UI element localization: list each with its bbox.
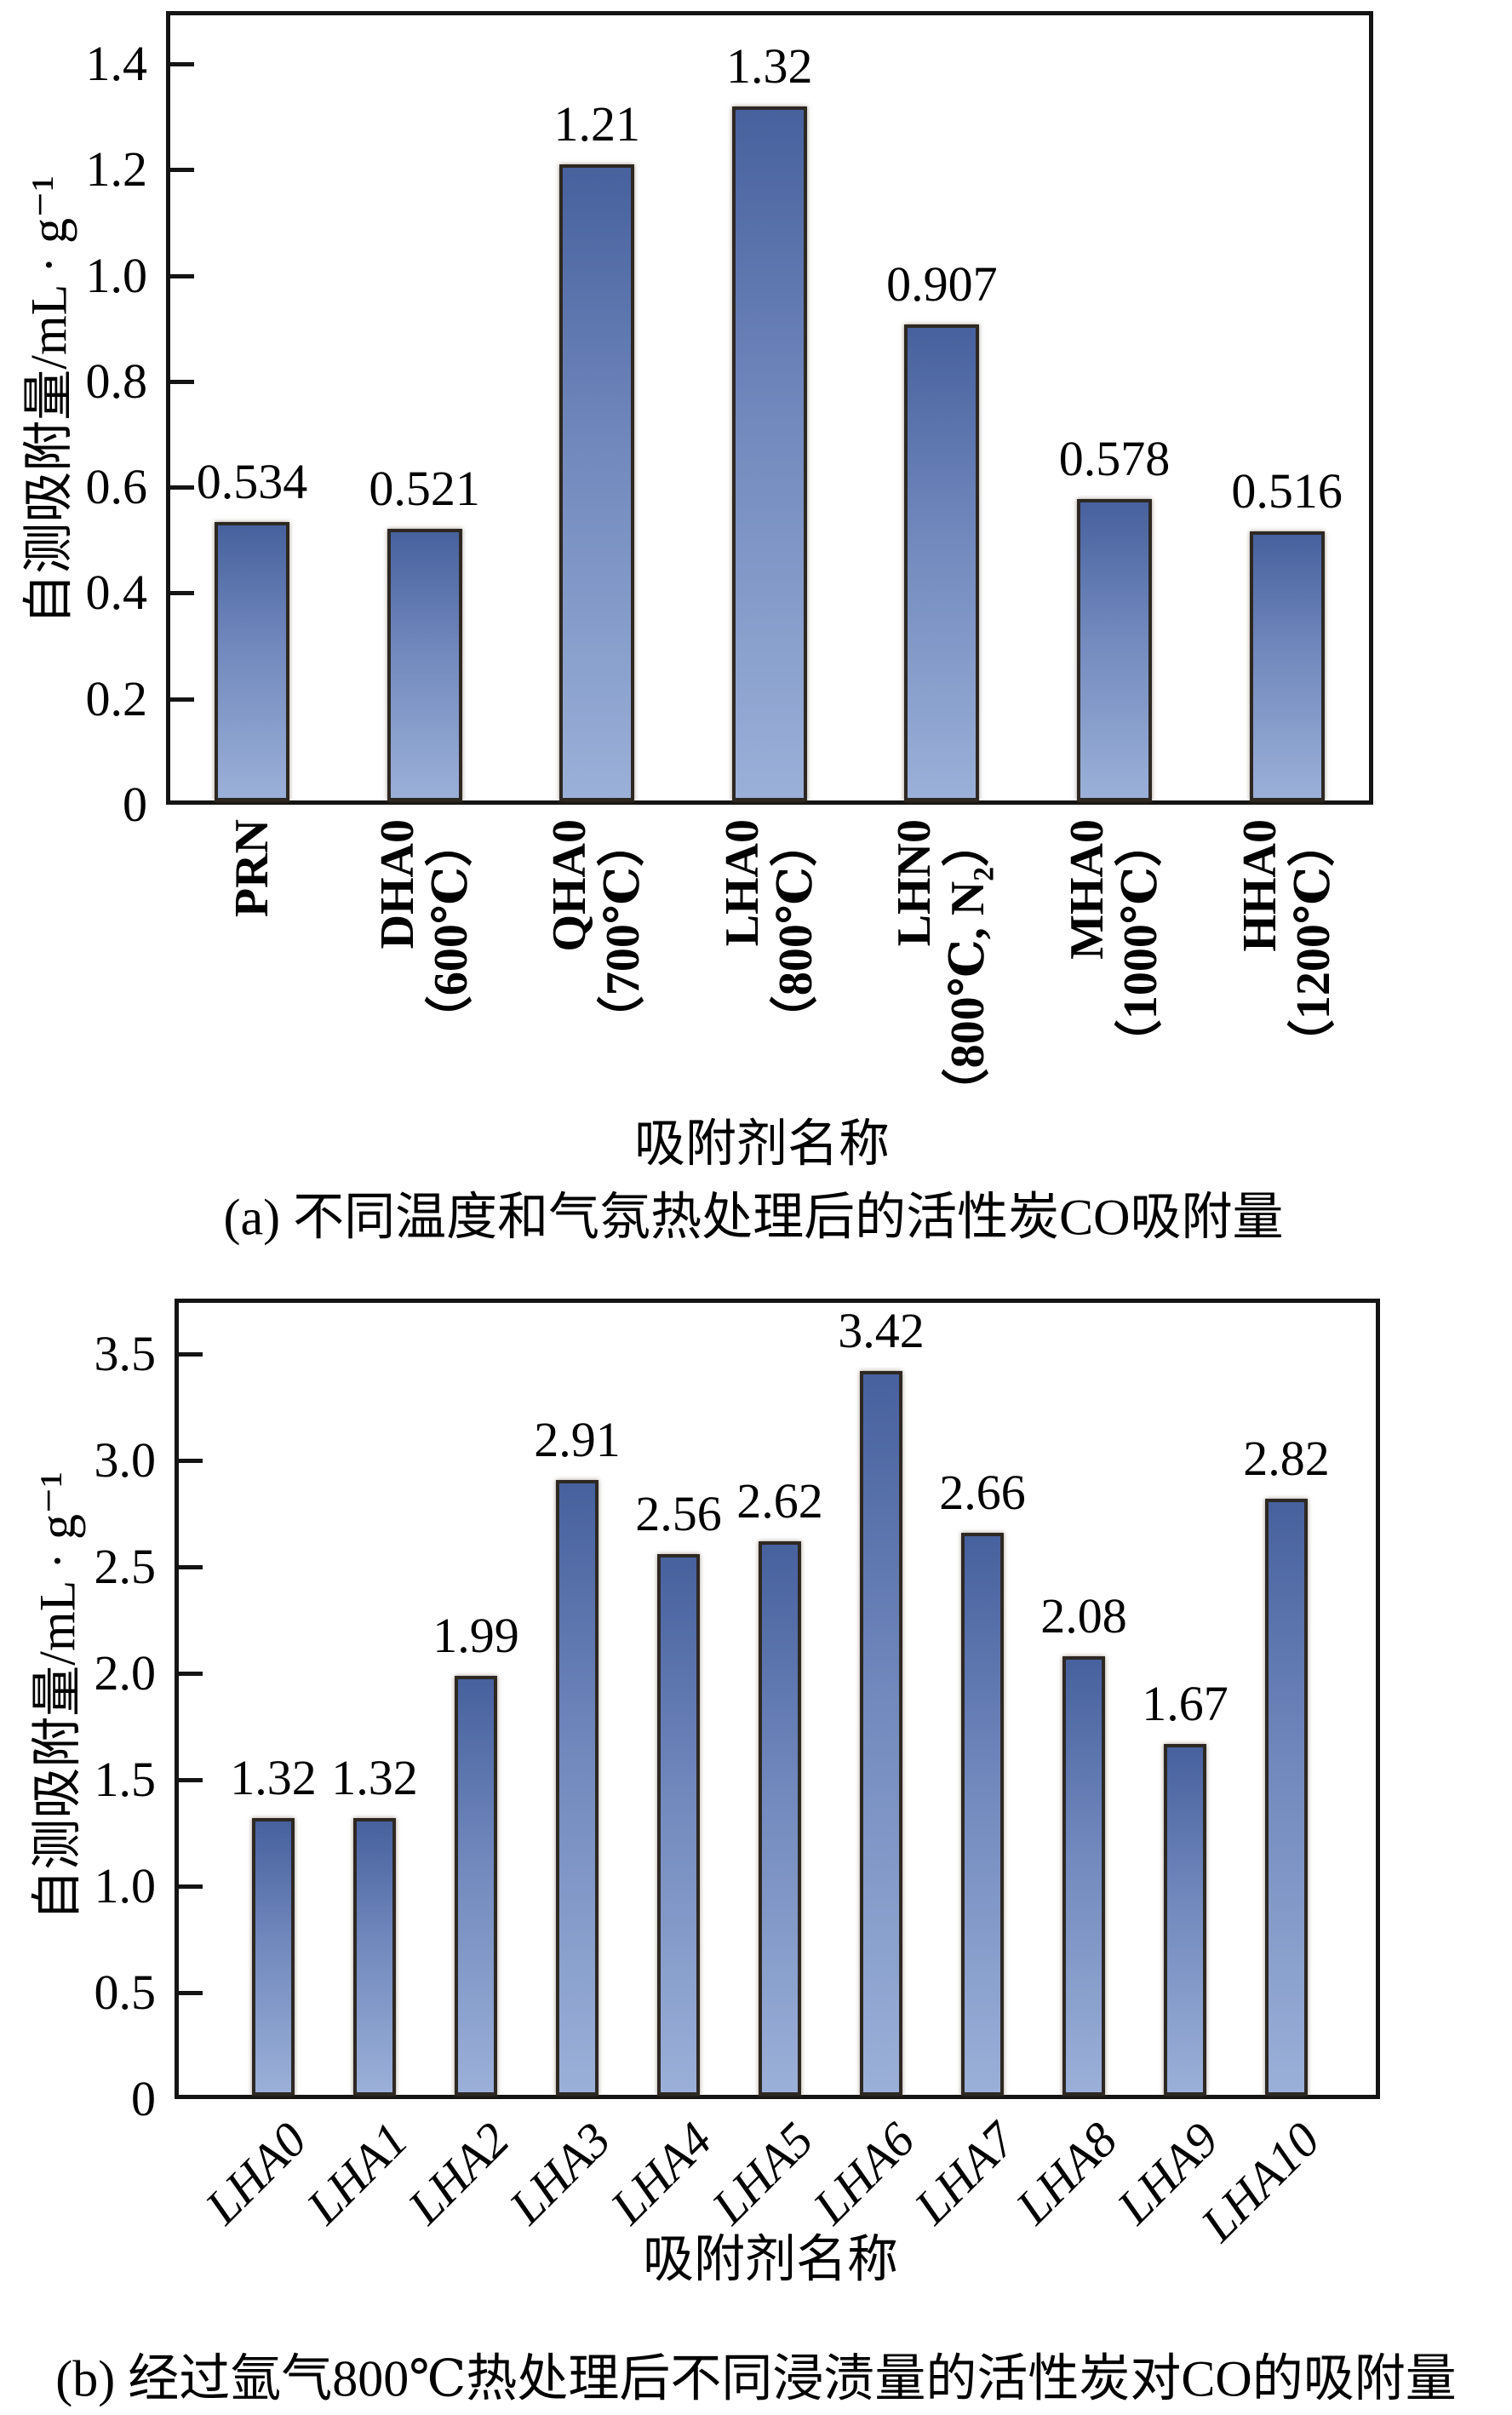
x-category-label-text: LHA3	[498, 2111, 621, 2234]
y-tick-label: 0.8	[85, 353, 148, 409]
x-category-label-text: LHN0 （800℃, N₂）	[888, 819, 995, 1116]
y-tick-label: 0.4	[85, 565, 148, 621]
bar	[387, 529, 462, 801]
bar	[1077, 498, 1152, 801]
bar-value-label: 1.32	[331, 1750, 418, 1805]
y-tick-label: 1.4	[85, 36, 148, 92]
bar	[657, 1554, 700, 2096]
y-tick-mark	[170, 485, 194, 490]
bar	[215, 522, 289, 801]
x-category-label-text: LHA1	[295, 2111, 419, 2234]
bar-value-label: 1.21	[553, 96, 640, 152]
y-tick-mark	[170, 591, 194, 596]
y-tick-label: 1.0	[85, 247, 148, 303]
y-tick-mark	[170, 62, 194, 67]
x-category-label-text: HHA0 （1200℃）	[1233, 819, 1340, 1068]
y-tick-label: 3.0	[94, 1432, 157, 1488]
y-tick-label: 0	[123, 777, 147, 832]
y-tick-label: 0.5	[94, 1965, 157, 2020]
y-tick-label: 0.6	[85, 459, 148, 515]
bar-value-label: 2.08	[1040, 1588, 1127, 1643]
x-category-label-text: QHA0 （700℃）	[543, 819, 650, 1044]
bar	[1265, 1499, 1308, 2096]
caption-b: (b) 经过氩气800℃热处理后不同浸渍量的活性炭对CO的吸附量	[55, 2350, 1457, 2407]
bar	[1249, 531, 1325, 801]
x-category-label-text: LHA0	[194, 2111, 318, 2234]
y-tick-mark	[170, 697, 194, 702]
y-tick-mark	[179, 1778, 203, 1782]
bar	[759, 1541, 801, 2096]
x-category-label-text: LHA0 （800℃）	[715, 819, 822, 1044]
x-axis-title-a: 吸附剂名称	[634, 1116, 890, 1173]
y-tick-mark	[170, 273, 194, 278]
y-tick-mark	[179, 1352, 203, 1357]
bar	[860, 1371, 902, 2096]
bar-value-label: 2.91	[534, 1411, 621, 1467]
y-tick-label: 0.2	[85, 670, 148, 726]
bar	[731, 106, 807, 801]
bar-value-label: 0.578	[1058, 430, 1171, 486]
y-tick-label: 2.0	[94, 1645, 157, 1701]
y-tick-mark	[179, 1884, 203, 1889]
bar-value-label: 1.67	[1142, 1675, 1228, 1731]
bar	[904, 324, 980, 801]
bar-value-label: 0.516	[1231, 463, 1343, 519]
x-category-label-text: DHA0 （600℃）	[370, 819, 478, 1044]
y-tick-label: 1.5	[94, 1752, 157, 1807]
x-category-label-text: LHA5	[701, 2111, 824, 2234]
bar	[353, 1818, 396, 2096]
y-tick-label: 1.2	[85, 141, 148, 198]
y-tick-mark	[179, 1565, 203, 1569]
y-tick-mark	[170, 379, 194, 384]
bar-value-label: 2.66	[939, 1465, 1026, 1520]
bar-value-label: 2.82	[1243, 1431, 1330, 1486]
y-tick-label: 2.5	[94, 1539, 157, 1594]
x-category-label-text: LHA2	[397, 2111, 520, 2234]
caption-a: (a) 不同温度和气氛热处理后的活性炭CO吸附量	[223, 1189, 1284, 1246]
bar	[252, 1818, 295, 2096]
y-tick-label: 1.0	[94, 1858, 157, 1913]
y-tick-label: 3.5	[94, 1326, 157, 1381]
bar-value-label: 1.32	[230, 1750, 317, 1805]
x-category-label-text: LHA7	[903, 2111, 1027, 2234]
y-tick-label: 0	[131, 2071, 156, 2126]
x-category-label-text: MHA0 （1000℃）	[1061, 819, 1167, 1068]
bar-value-label: 0.907	[886, 256, 998, 313]
bar-value-label: 1.32	[726, 37, 813, 94]
bar	[559, 164, 635, 801]
bar	[961, 1533, 1004, 2096]
plot-area	[166, 11, 1373, 805]
x-axis-title-b: 吸附剂名称	[643, 2231, 898, 2288]
bar	[455, 1675, 497, 2096]
plot-area	[175, 1299, 1380, 2099]
y-tick-mark	[170, 168, 194, 173]
x-category-label-text: PRN	[225, 819, 278, 918]
bar-value-label: 0.534	[196, 454, 308, 510]
x-category-label-text: LHA8	[1005, 2111, 1128, 2234]
y-tick-mark	[179, 1991, 203, 1995]
y-tick-mark	[179, 1459, 203, 1463]
x-category-label-text: LHA6	[802, 2111, 925, 2234]
x-category-label-text: LHA4	[599, 2111, 723, 2234]
y-tick-mark	[179, 1672, 203, 1676]
bar-value-label: 0.521	[369, 461, 480, 517]
bar	[556, 1479, 598, 2096]
bar-value-label: 3.42	[838, 1303, 925, 1358]
bar-value-label: 1.99	[432, 1607, 519, 1663]
bar	[1164, 1743, 1206, 2096]
bar	[1062, 1656, 1105, 2096]
bar-value-label: 2.56	[635, 1486, 722, 1541]
bar-value-label: 2.62	[736, 1473, 823, 1529]
